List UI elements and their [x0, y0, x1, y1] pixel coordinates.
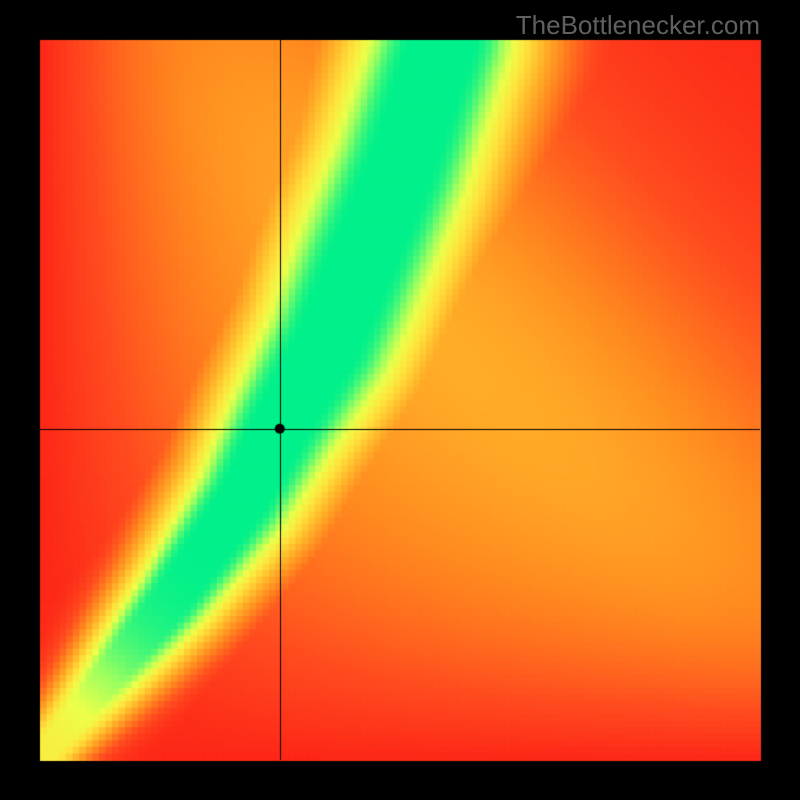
chart-container: { "canvas": { "width": 800, "height": 80…: [0, 0, 800, 800]
watermark-text: TheBottlenecker.com: [516, 10, 760, 41]
bottleneck-heatmap: [0, 0, 800, 800]
